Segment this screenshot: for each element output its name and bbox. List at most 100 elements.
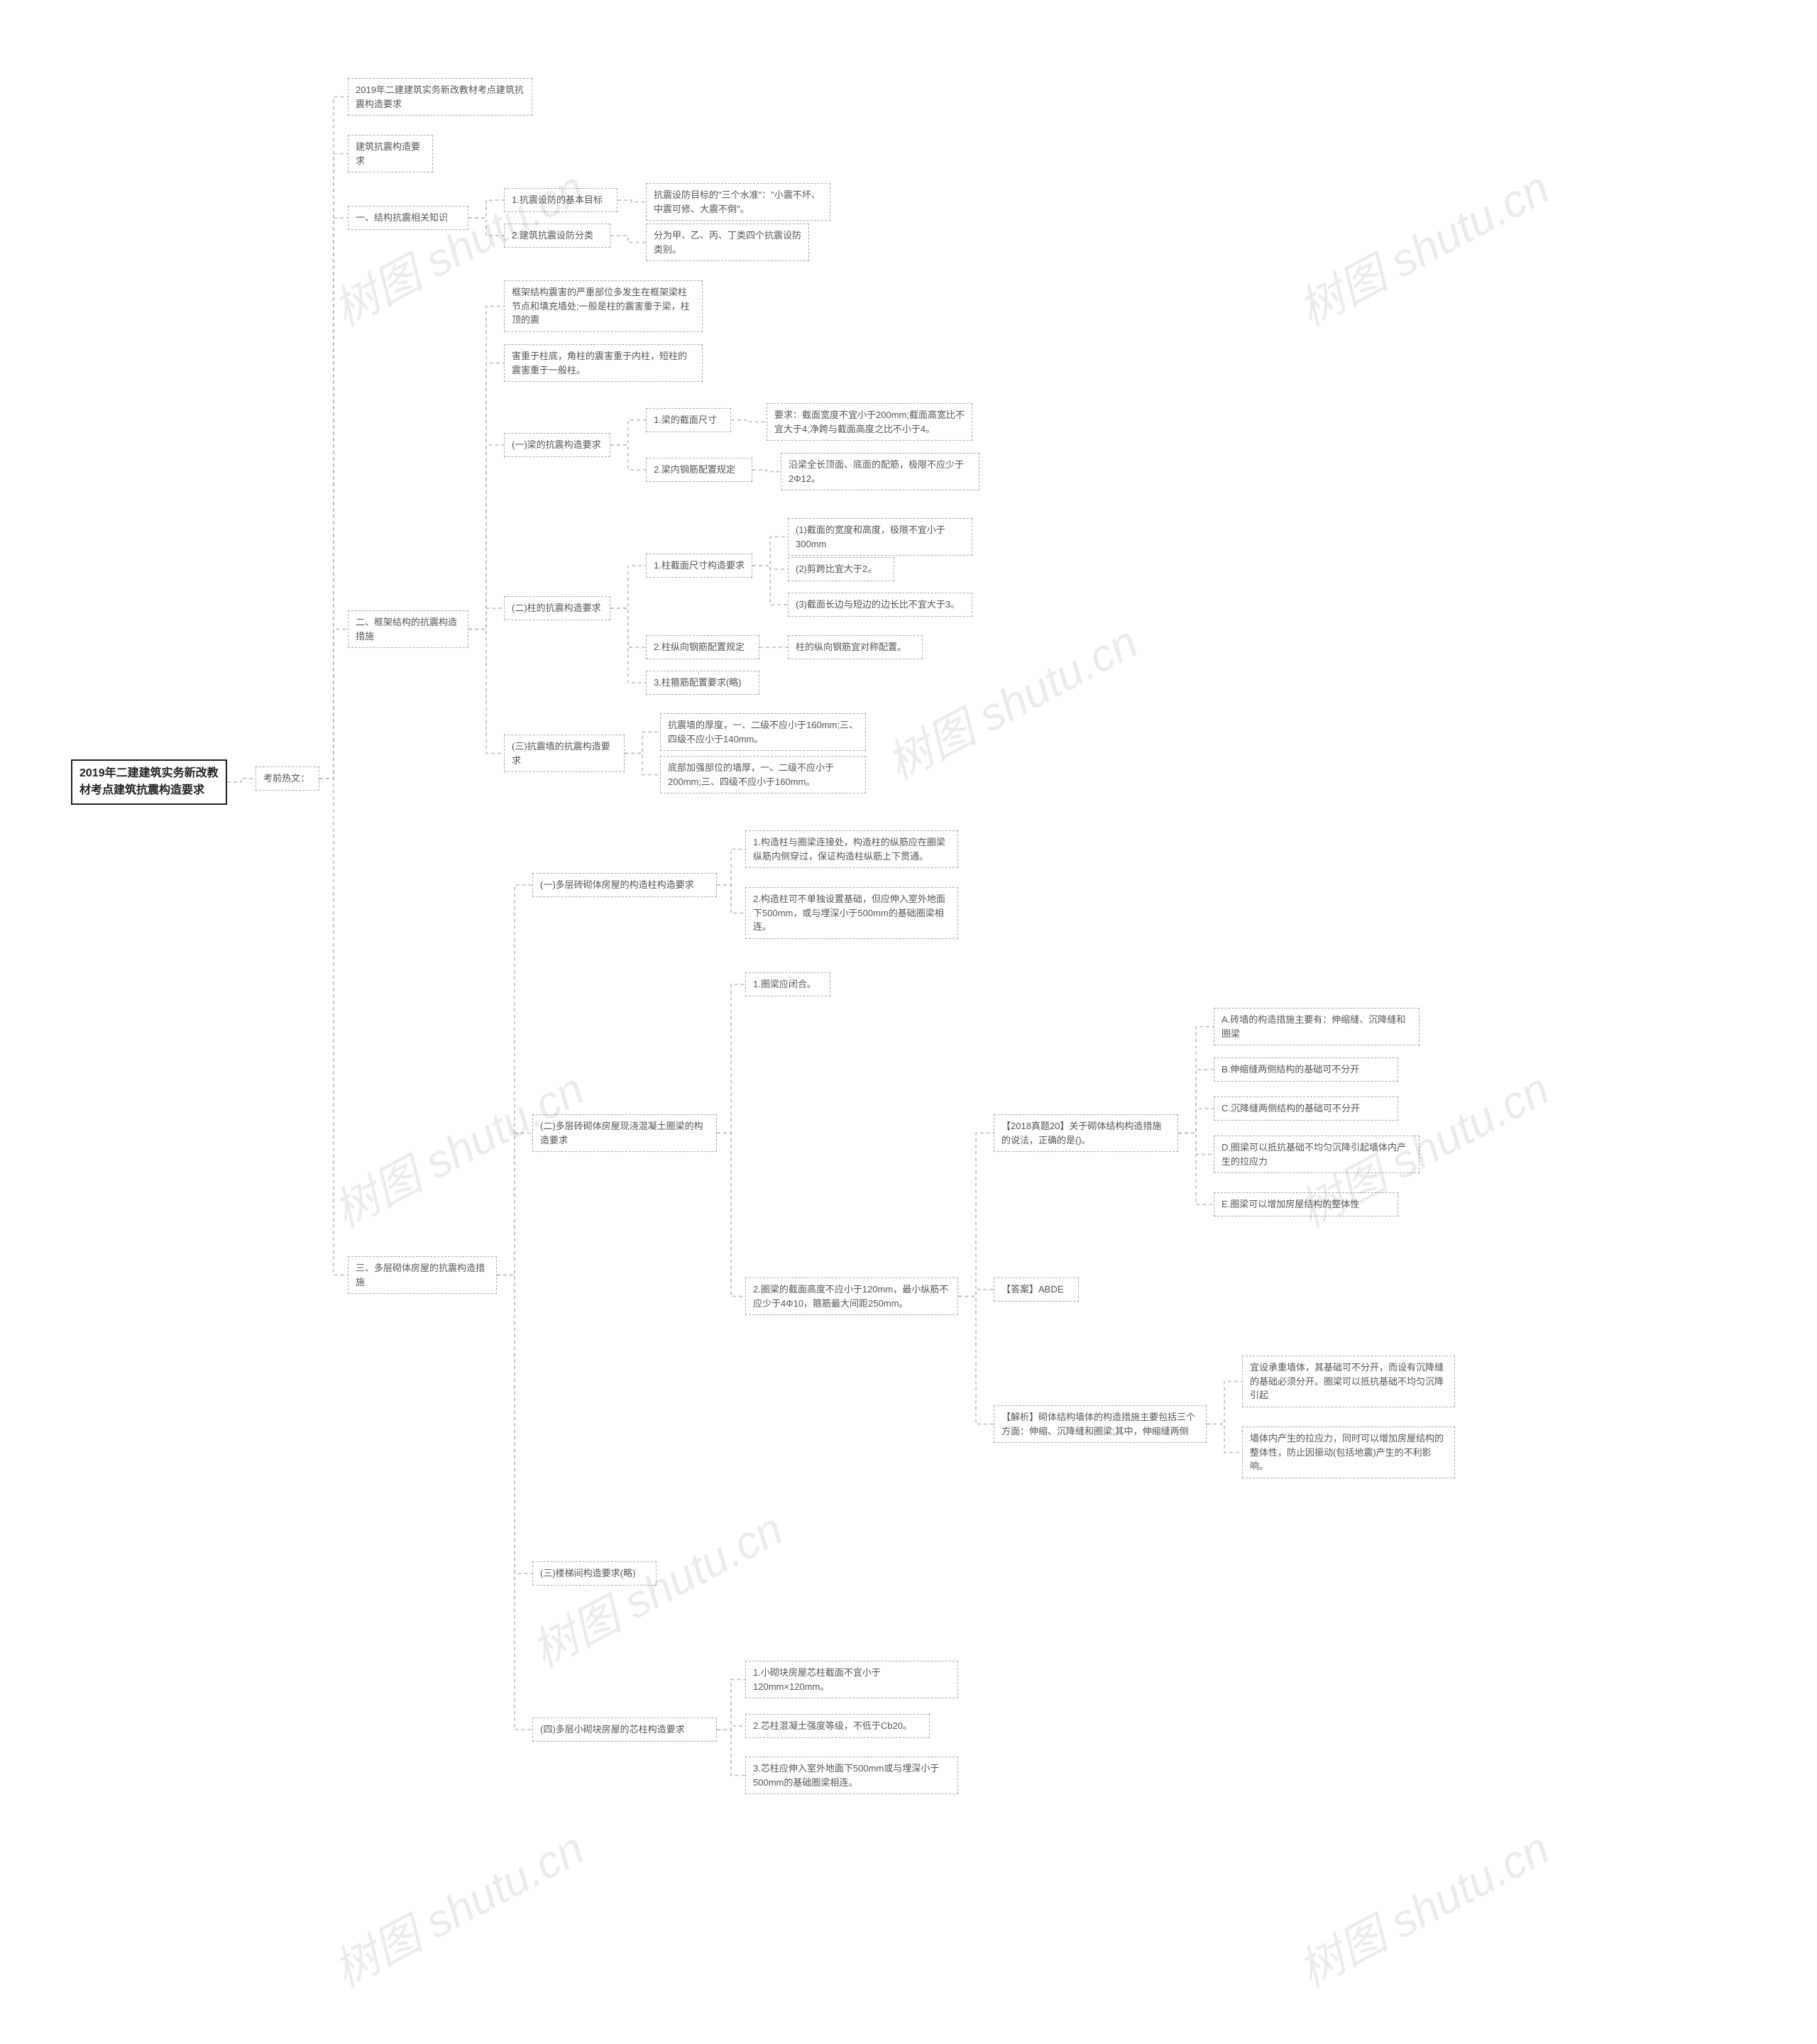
connector [958,1133,994,1297]
node-s3b: (二)多层砖砌体房屋现浇混凝土圈梁的构造要求 [532,1114,717,1152]
node-s2c2: 2.梁内钢筋配置规定 [646,458,752,482]
connector [958,1297,994,1424]
node-s3d1: 1.小砌块房屋芯柱截面不宜小于120mm×120mm。 [745,1661,958,1698]
connector [717,1133,745,1297]
node-s2d1c: (3)截面长边与短边的边长比不宜大于3。 [788,593,972,617]
node-s1b1: 分为甲、乙、丙、丁类四个抗震设防类别。 [646,224,809,261]
node-s3d2: 2.芯柱混凝土强度等级，不低于Cb20。 [745,1714,930,1738]
node-s3b2: 2.圈梁的截面高度不应小于120mm，最小纵筋不应少于4Φ10，箍筋最大间距25… [745,1278,958,1315]
connector [1207,1424,1242,1453]
connector [958,1290,994,1297]
connector [468,445,504,630]
node-qd: D.圈梁可以抵抗基础不均匀沉降引起墙体内产生的拉应力 [1214,1136,1420,1173]
node-s2d: (二)柱的抗震构造要求 [504,596,610,620]
connector [319,154,348,779]
node-exp: 【解析】砌体结构墙体的构造措施主要包括三个方面：伸缩、沉降缝和圈梁;其中，伸缩缝… [994,1405,1207,1443]
connector [1178,1133,1214,1205]
node-qe: E.圈梁可以增加房屋结构的整体性 [1214,1192,1398,1216]
connector [497,1275,532,1574]
node-l1: 考前热文： [256,766,319,791]
node-ans: 【答案】ABDE [994,1278,1079,1302]
node-s2d2a: 柱的纵向钢筋宜对称配置。 [788,635,923,659]
node-s3: 三、多层砌体房屋的抗震构造措施 [348,1256,497,1294]
node-exp2: 墙体内产生的拉应力，同时可以增加房屋结构的整体性，防止因振动(包括地震)产生的不… [1242,1427,1455,1478]
watermark: 树图 shutu.cn [320,1813,594,1999]
node-s2c1a: 要求：截面宽度不宜小于200mm;截面高宽比不宜大于4;净跨与截面高度之比不小于… [767,403,972,441]
node-s2e: (三)抗震墙的抗震构造要求 [504,735,625,772]
connector [610,445,646,470]
node-qc: C.沉降缝两侧结构的基础可不分开 [1214,1097,1398,1121]
node-s1: 一、结构抗震相关知识 [348,206,468,230]
connector [717,885,745,913]
connector [717,1680,745,1730]
connector [319,218,348,779]
node-n_top: 2019年二建建筑实务新改教材考点建筑抗震构造要求 [348,78,532,116]
watermark: 树图 shutu.cn [519,1493,793,1680]
connector [717,850,745,886]
node-s3c: (三)楼梯间构造要求(略) [532,1561,657,1586]
node-s1a: 1.抗震设防的基本目标 [504,188,617,212]
connector [625,732,660,754]
connector [497,1275,532,1730]
connector [227,779,256,782]
node-s1a1: 抗震设防目标的"三个水准"："小震不坏、中震可修、大震不倒"。 [646,183,830,221]
node-s3d: (四)多层小砌块房屋的芯柱构造要求 [532,1718,717,1742]
node-s2: 二、框架结构的抗震构造措施 [348,610,468,648]
watermark: 树图 shutu.cn [1285,1813,1559,1999]
connector [610,566,646,608]
node-s3a: (一)多层砖砌体房屋的构造柱构造要求 [532,873,717,897]
mindmap-canvas: 2019年二建建筑实务新改教材考点建筑抗震构造要求考前热文：2019年二建建筑实… [21,28,1796,2016]
connector [610,420,646,445]
node-n_top2: 建筑抗震构造要求 [348,135,433,172]
watermark: 树图 shutu.cn [874,606,1148,793]
node-s2e2: 底部加强部位的墙厚，一、二级不应小于200mm;三、四级不应小于160mm。 [660,756,866,793]
connector [1178,1133,1214,1155]
node-s1b: 2.建筑抗震设防分类 [504,224,610,248]
node-qb: B.伸缩缝两侧结构的基础可不分开 [1214,1057,1398,1082]
connector [610,608,646,683]
connector [497,1133,532,1275]
connector [468,218,504,236]
connector [468,200,504,218]
node-qa: A.砖墙的构造措施主要有：伸缩缝、沉降缝和圈梁 [1214,1008,1420,1045]
node-s2d1b: (2)剪跨比宜大于2。 [788,557,894,581]
node-s2b: 害重于柱底，角柱的震害重于内柱，短柱的震害重于一般柱。 [504,344,703,382]
node-s2c: (一)梁的抗震构造要求 [504,433,610,457]
node-s2c1: 1.梁的截面尺寸 [646,408,731,432]
connector [717,984,745,1133]
connector [717,1730,745,1776]
node-exp1: 宜设承重墙体，其基础可不分开，而设有沉降缝的基础必须分开。圈梁可以抵抗基础不均匀… [1242,1356,1455,1407]
connector [1178,1109,1214,1133]
node-s2d2: 2.柱纵向钢筋配置规定 [646,635,759,659]
node-s3a2: 2.构造柱可不单独设置基础，但应伸入室外地面下500mm，或与埋深小于500mm… [745,887,958,939]
connector [752,537,788,566]
node-s2e1: 抗震墙的厚度，一、二级不应小于160mm;三、四级不应小于140mm。 [660,713,866,751]
node-s3d3: 3.芯柱应伸入室外地面下500mm或与埋深小于500mm的基础圈梁相连。 [745,1757,958,1794]
connector [319,779,348,1275]
node-q: 【2018真题20】关于砌体结构构造措施的说法，正确的是()。 [994,1114,1178,1152]
connector [610,236,646,243]
node-s2a: 框架结构震害的严重部位多发生在框架梁柱节点和填充墙处;一般是柱的震害重于梁，柱顶… [504,280,703,332]
connector [1178,1027,1214,1133]
connector [717,1726,745,1730]
connector [752,470,781,472]
node-root: 2019年二建建筑实务新改教材考点建筑抗震构造要求 [71,759,227,805]
connector [617,200,646,202]
connector [497,885,532,1275]
connector [468,630,504,754]
connector [610,608,646,647]
connector [625,754,660,775]
node-s2d1: 1.柱截面尺寸构造要求 [646,554,752,578]
connector [752,566,788,605]
connector [468,363,504,630]
connector [1178,1070,1214,1133]
connector [731,420,767,422]
connector [468,608,504,630]
node-s3b1: 1.圈梁应闭合。 [745,972,830,996]
node-s2d3: 3.柱箍筋配置要求(略) [646,671,759,695]
connector [1207,1382,1242,1424]
node-s2c2a: 沿梁全长顶面、底面的配筋，极限不应少于2Φ12。 [781,453,979,490]
connector [319,97,348,779]
node-s3a1: 1.构造柱与圈梁连接处，构造柱的纵筋应在圈梁纵筋内侧穿过，保证构造柱纵筋上下贯通… [745,830,958,868]
node-s2d1a: (1)截面的宽度和高度，极限不宜小于300mm [788,518,972,556]
